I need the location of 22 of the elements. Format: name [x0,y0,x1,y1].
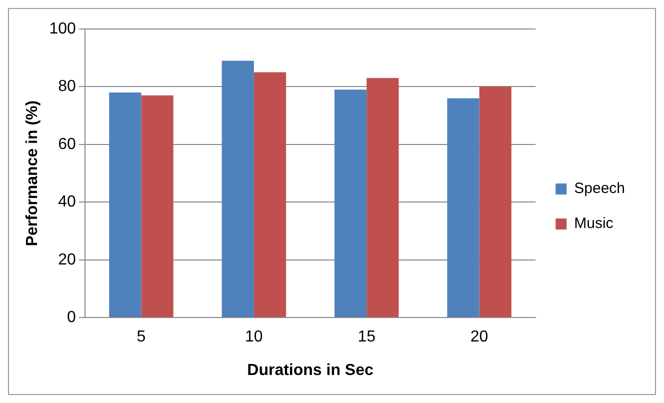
x-tick-label: 15 [358,328,376,346]
bar [254,72,286,318]
x-tick-label: 10 [245,328,263,346]
x-axis-title: Durations in Sec [247,362,374,379]
y-tick-label: 40 [58,194,76,211]
legend-label: Speech [574,180,625,198]
y-tick-label: 60 [58,136,76,153]
bar [222,60,254,318]
bar [141,95,174,318]
y-tick-label: 20 [58,251,76,268]
bar [366,78,399,318]
bar [479,86,512,318]
bar [334,90,367,318]
y-tick-label: 0 [66,309,76,326]
legend-label: Music [574,215,614,232]
x-tick-label: 5 [136,328,146,346]
y-axis-title: Performance in (%) [24,100,42,246]
x-tick-label: 20 [470,328,488,346]
y-tick-label: 80 [58,78,76,96]
bar [447,98,480,318]
y-tick-label: 100 [49,20,76,38]
bar [109,92,142,318]
